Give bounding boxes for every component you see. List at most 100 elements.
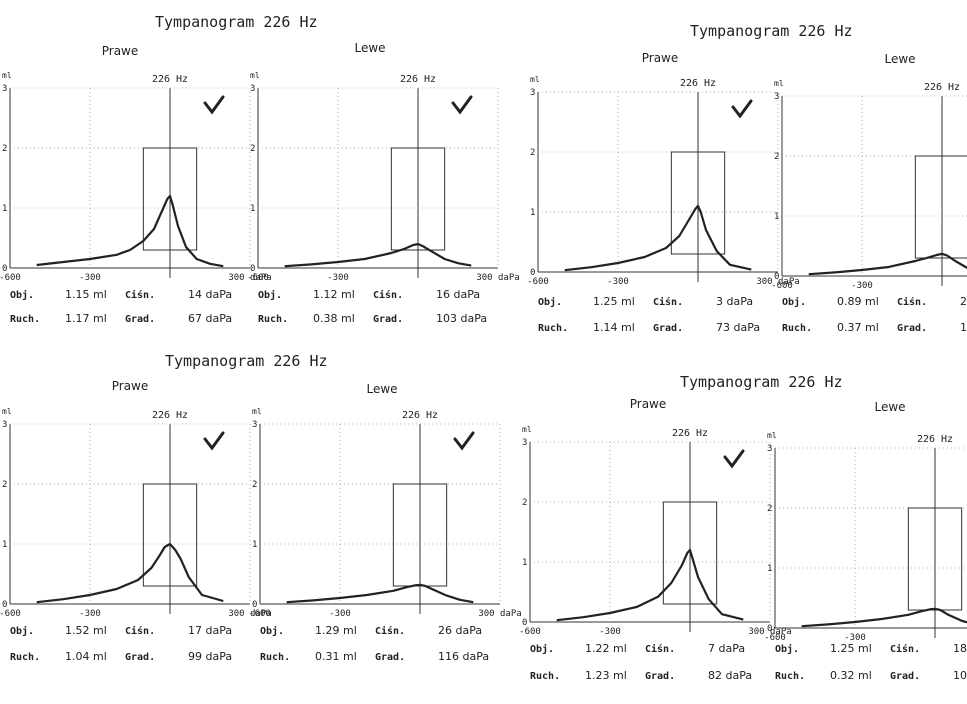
y-tick-label: 0 [2,600,7,610]
x-tick-label: -600 [0,273,21,283]
x-tick-label: 300 daPa [228,609,271,619]
grad-value: 107 [953,669,967,682]
y-tick-label: 3 [2,420,7,430]
obj-label: Obj. [10,289,34,301]
obj-label: Obj. [782,296,806,308]
ear-label: Lewe [874,400,905,414]
cisn-label: Ciśn. [645,643,675,655]
x-tick-label: -300 [79,609,101,619]
normal-range-box [662,501,718,605]
x-tick-label: -300 [599,627,621,637]
frequency-label: 226 Hz [400,74,436,85]
obj-label: Obj. [10,625,34,637]
cisn-label: Ciśn. [890,643,920,655]
ruch-label: Ruch. [260,652,290,663]
tympanogram-group: Tympanogram 226 Hz Prawe 0 1 2 3 ml 226 Hz -600 -… [519,373,967,682]
ear-panel: Lewe 0 1 2 3 ml 226 Hz -600 -300 Obj. 0.89 ml Ciśn.… [771,52,967,334]
y-tick-label: 1 [250,204,255,214]
y-tick-label: 2 [767,504,772,514]
y-unit-label: ml [774,79,784,88]
y-tick-label: 0 [774,272,779,282]
cisn-value: 7 daPa [708,642,745,655]
cisn-value: 2 [960,295,967,308]
y-tick-label: 3 [530,88,535,98]
grad-value: 103 daPa [436,312,487,325]
x-tick-label: 300 daPa [748,627,791,637]
grad-value: 73 daPa [716,321,760,334]
tympanogram-group: Tympanogram 226 Hz Prawe 0 1 2 3 ml 226 Hz -600 -… [0,352,522,663]
y-unit-label: ml [767,431,777,440]
ruch-label: Ruch. [538,323,568,334]
obj-value: 1.15 ml [65,288,107,301]
ruch-value: 0.37 ml [837,321,879,334]
y-tick-label: 3 [2,84,7,94]
y-tick-label: 1 [774,212,779,222]
check-mark-icon [451,95,473,115]
ruch-value: 0.32 ml [830,669,872,682]
x-tick-label: -600 [764,633,786,643]
cisn-label: Ciśn. [125,289,155,301]
y-tick-label: 2 [530,148,535,158]
ruch-value: 1.14 ml [593,321,635,334]
cisn-label: Ciśn. [373,289,403,301]
y-tick-label: 2 [250,144,255,154]
x-tick-label: -300 [851,281,873,291]
y-tick-label: 3 [774,92,779,102]
normal-range-box [390,147,446,251]
ear-label: Prawe [630,397,667,411]
y-unit-label: ml [2,407,12,416]
tympanogram-curve [286,583,474,604]
grad-label: Grad. [125,314,155,325]
ruch-label: Ruch. [10,314,40,325]
y-unit-label: ml [2,71,12,80]
y-tick-label: 3 [252,420,257,430]
cisn-label: Ciśn. [653,296,683,308]
check-mark-icon [453,431,475,451]
y-tick-label: 3 [522,438,527,448]
cisn-value: 16 daPa [436,288,480,301]
obj-label: Obj. [530,643,554,655]
obj-value: 1.29 ml [315,624,357,637]
x-tick-label: -600 [249,609,271,619]
x-tick-label: 300 daPa [476,273,519,283]
y-tick-label: 3 [767,444,772,454]
x-tick-label: -600 [0,609,21,619]
frequency-label: 226 Hz [402,410,438,421]
normal-range-box [392,483,448,587]
ear-panel: Prawe 0 1 2 3 ml 226 Hz -600 -300 300 daPa Obj. 1.5… [0,379,272,663]
x-tick-label: -300 [607,277,629,287]
frequency-label: 226 Hz [680,78,716,89]
check-mark-icon [723,449,745,469]
frequency-label: 226 Hz [917,434,953,445]
normal-range-box [914,155,967,259]
ear-label: Prawe [102,44,139,58]
ear-panel: Prawe 0 1 2 3 ml 226 Hz -600 -300 300 daPa Obj. 1.2… [527,51,800,334]
tympanogram-curve [564,204,752,272]
ear-panel: Prawe 0 1 2 3 ml 226 Hz -600 -300 300 daPa Obj. 1.1… [0,44,272,325]
ear-label: Lewe [354,41,385,55]
grad-label: Grad. [653,323,683,334]
y-tick-label: 2 [2,144,7,154]
ruch-label: Ruch. [258,314,288,325]
tympanogram-curve [36,194,224,268]
y-tick-label: 1 [2,204,7,214]
obj-value: 1.22 ml [585,642,627,655]
y-tick-label: 0 [252,600,257,610]
cisn-value: 17 daPa [188,624,232,637]
frequency-label: 226 Hz [924,82,960,93]
obj-value: 1.25 ml [593,295,635,308]
group-title: Tympanogram 226 Hz [680,373,843,391]
y-unit-label: ml [250,71,260,80]
check-mark-icon [203,431,225,451]
ear-label: Lewe [884,52,915,66]
x-tick-label: -300 [329,609,351,619]
frequency-label: 226 Hz [152,410,188,421]
cisn-label: Ciśn. [375,625,405,637]
ruch-value: 0.31 ml [315,650,357,663]
y-tick-label: 0 [522,618,527,628]
y-tick-label: 0 [250,264,255,274]
x-tick-label: -600 [771,281,793,291]
ruch-label: Ruch. [782,323,812,334]
obj-value: 1.25 ml [830,642,872,655]
